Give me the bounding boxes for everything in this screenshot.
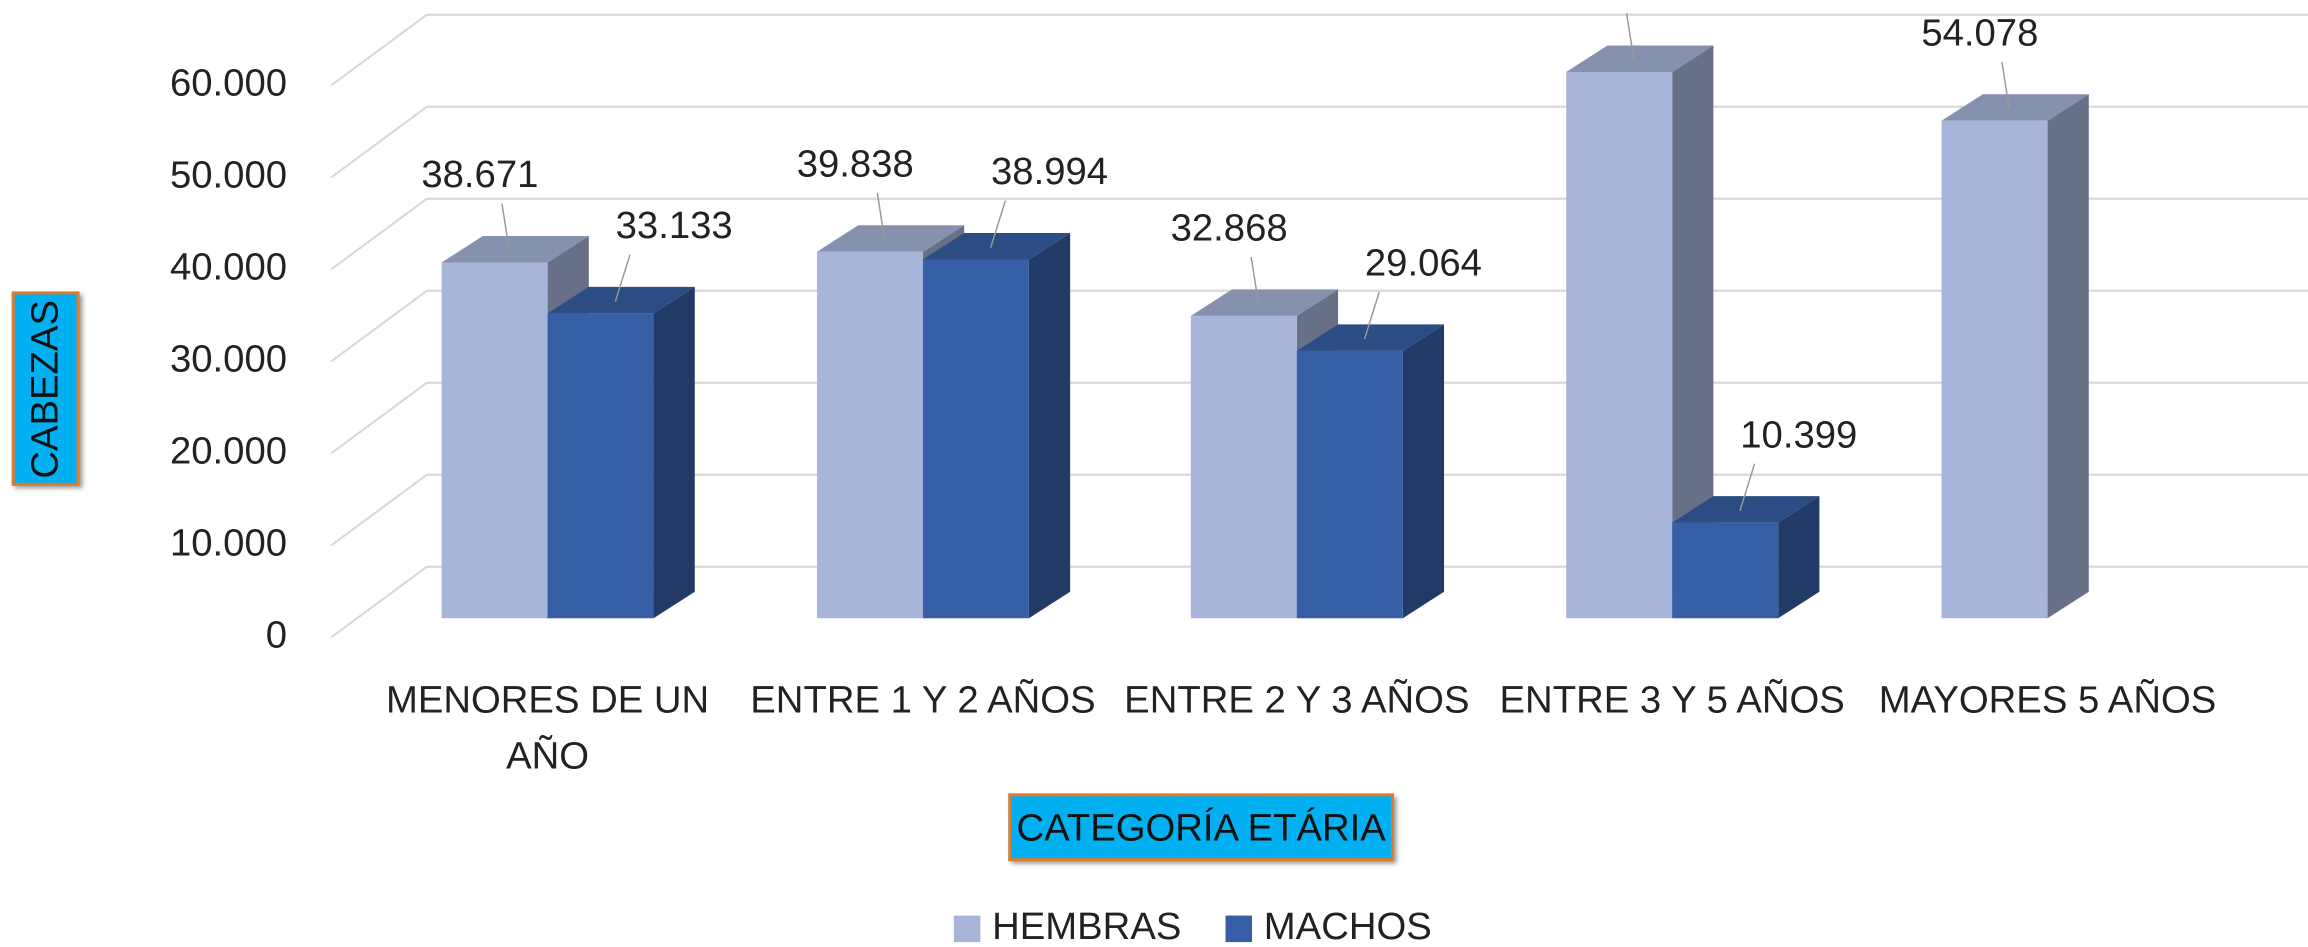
bar-front [816, 251, 923, 619]
bar [1566, 45, 1714, 619]
x-axis-title: CATEGORÍA ETÁRIA [1008, 793, 1394, 862]
bar-front [441, 262, 548, 619]
y-tick-label: 30.000 [170, 337, 287, 380]
x-tick-label: MAYORES 5 AÑOS [1878, 677, 2217, 722]
x-tick-label: ENTRE 2 Y 3 AÑOS [1124, 677, 1470, 722]
bar [1941, 94, 2089, 619]
label-leader [876, 192, 886, 241]
data-label: 29.064 [1365, 242, 1482, 285]
label-leader [2001, 61, 2011, 110]
data-label: 38.994 [991, 150, 1108, 193]
label-leader [1250, 256, 1260, 305]
bar [547, 286, 695, 619]
data-label: 54.078 [1921, 11, 2038, 54]
bar-front [1672, 522, 1779, 619]
legend-label: HEMBRAS [992, 905, 1181, 947]
label-leader [1739, 463, 1756, 512]
legend-label: MACHOS [1264, 905, 1432, 947]
bar-top [1190, 289, 1339, 316]
label-leader [614, 254, 631, 302]
data-label: 38.671 [421, 153, 538, 196]
bar-top [1941, 94, 2089, 121]
data-label: 39.838 [797, 142, 914, 185]
bar-top [1672, 496, 1820, 523]
label-leader [989, 200, 1007, 248]
legend-swatch [1225, 915, 1253, 943]
data-label: 32.868 [1171, 207, 1288, 250]
bar [1672, 496, 1820, 619]
bar-front [922, 259, 1029, 619]
bar-side [653, 286, 695, 619]
bar-side [1778, 496, 1820, 619]
label-leader [1625, 13, 1635, 61]
data-label: 59.371 [1546, 0, 1663, 6]
y-tick-label: 10.000 [170, 521, 287, 564]
bar-front [1941, 120, 2048, 619]
bar [922, 232, 1071, 619]
y-axis-title: CABEZAS [22, 299, 67, 478]
bar-top [922, 232, 1071, 260]
bar-side [1672, 45, 1714, 619]
y-tick-label: 0 [266, 613, 287, 656]
bar-front [1296, 350, 1403, 619]
x-tick-label: ENTRE 1 Y 2 AÑOS [750, 677, 1096, 722]
bar-front [1566, 72, 1673, 619]
y-tick-label: 20.000 [170, 429, 287, 472]
bar-top [1566, 45, 1714, 73]
y-axis-box: CABEZAS [11, 291, 80, 486]
bar-top [816, 225, 965, 252]
legend-swatch [953, 915, 981, 943]
bar-side [1402, 324, 1445, 619]
bar [1296, 324, 1445, 619]
bar-side [2047, 94, 2089, 619]
data-label: 10.399 [1740, 413, 1857, 456]
bar-side [1028, 232, 1071, 619]
bar-top [547, 286, 695, 314]
y-tick-label: 50.000 [170, 153, 287, 196]
bar-front [1190, 315, 1297, 619]
grid-line [330, 13, 2308, 87]
label-leader [501, 203, 511, 251]
x-tick-label: MENORES DE UN AÑO [385, 677, 710, 778]
data-label: 33.133 [616, 204, 733, 247]
y-tick-label: 60.000 [170, 61, 287, 104]
bar-front [547, 313, 654, 619]
y-tick-label: 40.000 [170, 245, 287, 288]
label-leader [1363, 291, 1380, 340]
x-tick-label: ENTRE 3 Y 5 AÑOS [1499, 677, 1845, 722]
bar-top [1296, 324, 1445, 351]
bar-top [441, 235, 589, 263]
